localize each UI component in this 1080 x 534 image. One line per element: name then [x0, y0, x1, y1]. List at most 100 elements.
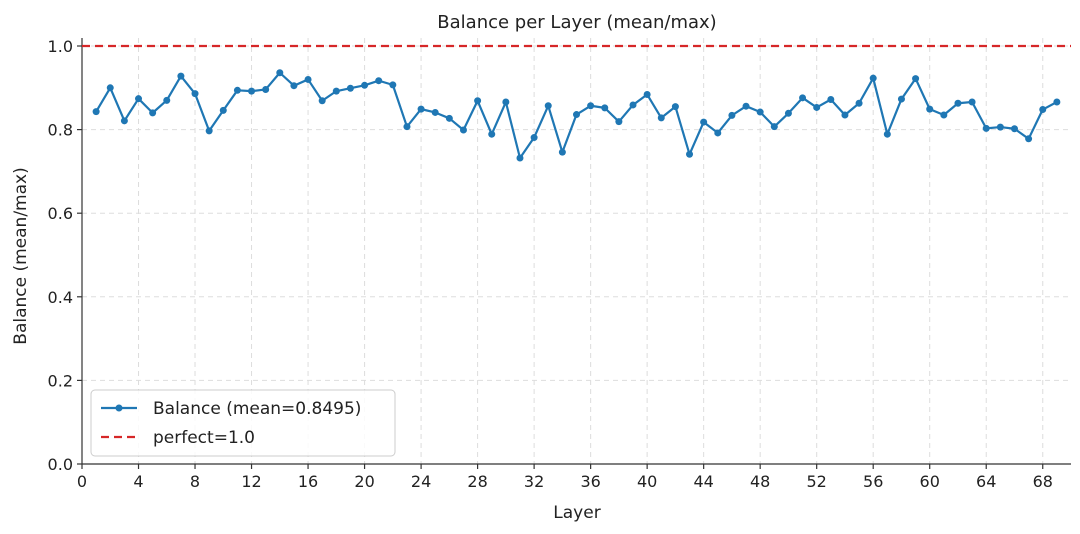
data-point — [1025, 135, 1033, 143]
x-tick-label: 44 — [693, 472, 713, 491]
x-tick-label: 60 — [920, 472, 940, 491]
y-tick-label: 0.4 — [48, 288, 73, 307]
x-tick-label: 32 — [524, 472, 544, 491]
data-point — [361, 81, 369, 89]
data-point — [940, 111, 948, 119]
x-tick-label: 20 — [354, 472, 374, 491]
data-point — [304, 75, 312, 83]
data-point — [375, 77, 383, 85]
x-tick-label: 28 — [467, 472, 487, 491]
data-point — [431, 108, 439, 116]
data-point — [897, 95, 905, 103]
x-tick-label: 4 — [133, 472, 143, 491]
data-point — [149, 109, 157, 117]
data-point — [120, 117, 128, 125]
data-point — [276, 69, 284, 77]
data-point — [445, 114, 453, 122]
legend-marker-balance — [115, 404, 123, 412]
data-point — [827, 96, 835, 104]
data-point — [516, 154, 524, 162]
data-point — [1039, 106, 1047, 114]
data-point — [728, 111, 736, 119]
data-point — [502, 98, 510, 106]
data-point — [488, 130, 496, 138]
data-point — [643, 90, 651, 98]
x-tick-label: 52 — [807, 472, 827, 491]
x-tick-label: 12 — [241, 472, 261, 491]
data-point — [855, 99, 863, 107]
data-point — [530, 134, 538, 142]
y-tick-label: 0.2 — [48, 371, 73, 390]
data-point — [219, 106, 227, 114]
chart-title: Balance per Layer (mean/max) — [437, 12, 716, 33]
data-point — [883, 130, 891, 138]
data-point — [389, 81, 397, 89]
data-point — [799, 94, 807, 102]
data-point — [968, 98, 976, 106]
x-tick-label: 48 — [750, 472, 770, 491]
legend-label-perfect: perfect=1.0 — [153, 428, 255, 448]
x-tick-label: 24 — [411, 472, 431, 491]
data-point — [657, 114, 665, 122]
data-point — [332, 87, 340, 95]
data-point — [573, 111, 580, 119]
data-point — [417, 105, 425, 113]
data-point — [262, 85, 270, 93]
data-point — [1053, 98, 1061, 106]
legend-label-balance: Balance (mean=0.8495) — [153, 399, 361, 419]
y-tick-label: 0.8 — [48, 121, 73, 140]
data-point — [205, 127, 213, 135]
x-tick-label: 36 — [580, 472, 600, 491]
data-point — [671, 103, 679, 111]
data-point — [346, 84, 354, 92]
data-point — [770, 123, 778, 131]
data-point — [587, 102, 595, 110]
x-tick-label: 68 — [1033, 472, 1053, 491]
x-axis-title: Layer — [553, 503, 600, 523]
y-tick-label: 0.0 — [48, 455, 73, 474]
data-point — [982, 124, 990, 132]
data-point — [714, 129, 722, 137]
data-point — [700, 118, 708, 126]
data-point — [954, 99, 962, 107]
series — [82, 44, 1071, 162]
data-point — [841, 111, 849, 119]
data-point — [629, 101, 637, 109]
data-point — [926, 105, 934, 113]
data-point — [474, 97, 482, 105]
data-point — [106, 84, 114, 92]
data-point — [403, 123, 411, 131]
data-point — [813, 103, 821, 111]
data-point — [912, 75, 920, 83]
y-tick-label: 1.0 — [48, 37, 73, 56]
x-tick-label: 56 — [863, 472, 883, 491]
data-point — [742, 102, 750, 110]
x-tick-label: 0 — [77, 472, 87, 491]
data-point — [869, 74, 877, 82]
data-point — [615, 118, 623, 126]
data-point — [290, 82, 298, 90]
y-axis-title: Balance (mean/max) — [11, 167, 31, 344]
data-point — [92, 108, 100, 116]
legend-box — [90, 389, 396, 457]
data-point — [784, 109, 792, 117]
axes: 0 4 8 12 16 20 24 28 32 36 40 44 48 52 56 60 64 680.00.20… — [48, 37, 1071, 491]
x-tick-label: 16 — [298, 472, 318, 491]
data-point — [135, 95, 143, 103]
data-point — [686, 150, 694, 158]
x-tick-label: 64 — [976, 472, 996, 491]
x-tick-label: 40 — [637, 472, 657, 491]
data-point — [756, 108, 764, 116]
data-point — [177, 72, 185, 80]
legend: Balance (mean=0.8495) perfect=1.0 — [90, 389, 396, 457]
data-point — [558, 148, 566, 156]
y-tick-label: 0.6 — [48, 204, 73, 223]
x-tick-label: 8 — [190, 472, 200, 491]
data-point — [191, 90, 199, 98]
data-point — [544, 102, 552, 110]
data-point — [318, 97, 326, 105]
data-point — [163, 96, 171, 104]
data-point — [1010, 125, 1018, 133]
